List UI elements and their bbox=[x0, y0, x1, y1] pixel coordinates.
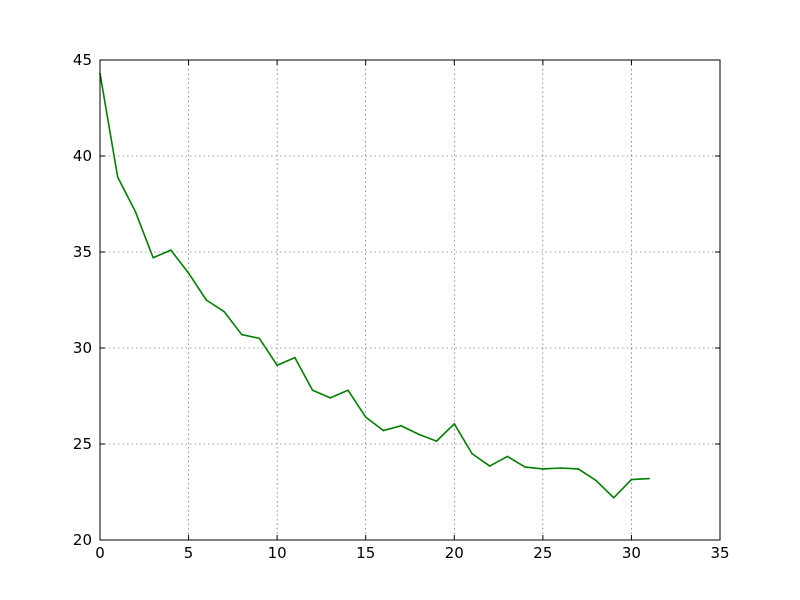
data-point bbox=[630, 478, 633, 481]
data-point bbox=[311, 389, 314, 392]
data-point bbox=[577, 468, 580, 470]
data-point bbox=[542, 468, 544, 470]
data-point bbox=[329, 397, 332, 399]
data-point bbox=[435, 440, 438, 442]
data-point bbox=[170, 249, 172, 251]
data-point bbox=[276, 364, 278, 367]
x-tick-label: 0 bbox=[95, 544, 105, 562]
y-tick-label: 25 bbox=[73, 435, 92, 453]
data-point bbox=[612, 496, 615, 499]
y-tick-label: 20 bbox=[73, 531, 92, 549]
x-tick-label: 25 bbox=[533, 544, 552, 562]
data-point bbox=[364, 416, 367, 418]
data-point bbox=[240, 333, 243, 336]
y-tick-label: 30 bbox=[73, 339, 92, 357]
data-point bbox=[294, 356, 296, 359]
tick-labels-layer: 0 5 10 15 20 25 30 35 20 25 30 35 40 45 bbox=[73, 51, 730, 562]
ticks-layer bbox=[99, 59, 721, 541]
x-tick-label: 10 bbox=[268, 544, 287, 562]
x-tick-label: 20 bbox=[445, 544, 464, 562]
y-tick-label: 35 bbox=[73, 243, 92, 261]
y-tick-label: 40 bbox=[73, 147, 92, 165]
data-point bbox=[524, 466, 526, 468]
data-point bbox=[258, 337, 261, 340]
data-point bbox=[648, 477, 650, 480]
data-point bbox=[559, 467, 562, 469]
data-point bbox=[347, 389, 349, 392]
data-point bbox=[116, 176, 119, 178]
data-point bbox=[134, 210, 137, 213]
data-point bbox=[223, 310, 225, 313]
series-layer bbox=[99, 72, 650, 499]
x-tick-label: 5 bbox=[184, 544, 194, 562]
data-point bbox=[382, 429, 385, 432]
x-tick-label: 30 bbox=[622, 544, 641, 562]
data-point bbox=[400, 424, 402, 427]
axes-frame bbox=[99, 59, 721, 541]
data-point bbox=[595, 479, 597, 482]
data-point bbox=[471, 452, 473, 455]
grid-layer bbox=[100, 60, 720, 540]
data-point bbox=[418, 433, 420, 436]
data-point bbox=[453, 423, 456, 425]
x-tick-label: 15 bbox=[356, 544, 375, 562]
series-line bbox=[99, 73, 650, 499]
data-point bbox=[187, 272, 190, 274]
data-point bbox=[152, 256, 154, 259]
y-tick-label: 45 bbox=[73, 51, 92, 69]
data-point bbox=[506, 455, 509, 458]
x-tick-label: 35 bbox=[710, 544, 729, 562]
data-point bbox=[488, 465, 491, 467]
data-point bbox=[205, 299, 208, 301]
